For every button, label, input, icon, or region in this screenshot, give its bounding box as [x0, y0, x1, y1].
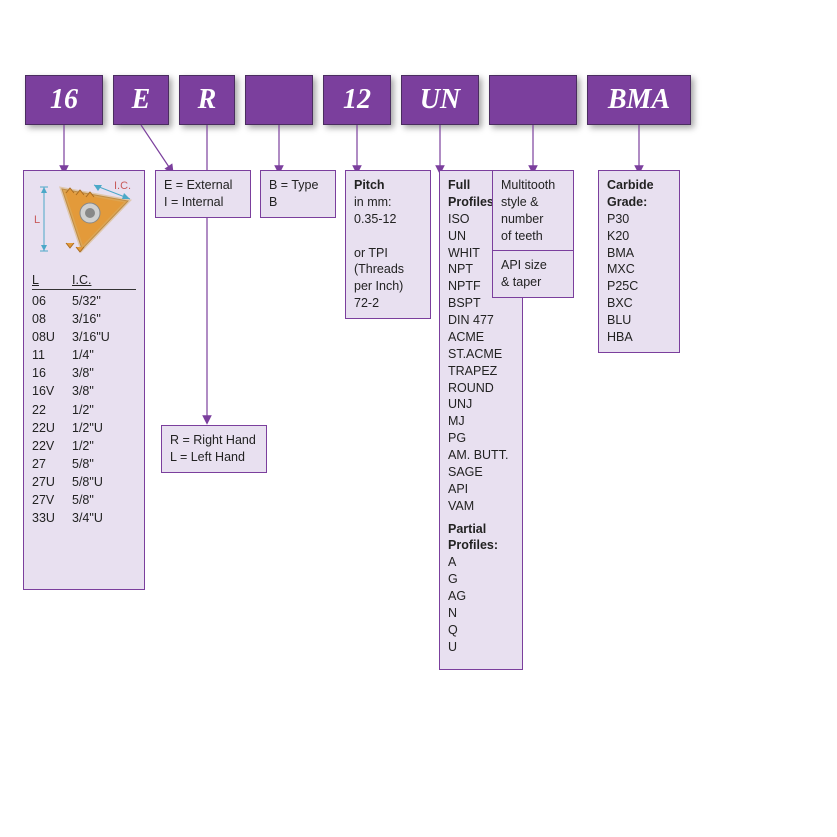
size-col-ic-header: I.C.	[72, 272, 124, 289]
header-label-1: E	[132, 84, 151, 116]
size-row: 16V3/8"	[32, 382, 136, 400]
insert-label-l: L	[34, 214, 40, 226]
size-row: 275/8"	[32, 455, 136, 473]
header-box-1: E	[113, 75, 169, 125]
header-label-0: 16	[50, 84, 78, 116]
insert-label-ic: I.C.	[114, 180, 131, 192]
insert-diagram: L I.C.	[32, 177, 138, 259]
header-box-6	[489, 75, 577, 125]
header-row: 16 E R 12 UN BMA	[25, 75, 815, 125]
external-internal-box: E = ExternalI = Internal	[155, 170, 251, 218]
size-row: 22V1/2"	[32, 437, 136, 455]
header-box-0: 16	[25, 75, 103, 125]
size-col-l-header: L	[32, 272, 72, 289]
arrow-layer	[25, 75, 825, 675]
grade-box: Carbide Grade:P30K20BMAMXCP25CBXCBLUHBA	[598, 170, 680, 353]
diagram-container: 16ER12UNBMA L	[25, 75, 815, 133]
header-box-5: UN	[401, 75, 479, 125]
multitooth-box: Multitoothstyle &numberof teeth	[492, 170, 574, 252]
header-label-5: UN	[420, 84, 460, 116]
header-box-3	[245, 75, 313, 125]
header-label-4: 12	[343, 84, 371, 116]
size-row: 08U3/16"U	[32, 328, 136, 346]
pitch-box: Pitchin mm:0.35-12 or TPI(Threadsper Inc…	[345, 170, 431, 319]
api-box: API size& taper	[492, 250, 574, 298]
size-row: 111/4"	[32, 346, 136, 364]
size-row: 221/2"	[32, 401, 136, 419]
header-box-8: BMA	[587, 75, 691, 125]
type-b-box: B = Type B	[260, 170, 336, 218]
size-row: 27U5/8"U	[32, 473, 136, 491]
header-box-2: R	[179, 75, 235, 125]
header-label-2: R	[198, 84, 217, 116]
header-label-8: BMA	[608, 84, 670, 116]
size-row: 065/32"	[32, 292, 136, 310]
size-row: 27V5/8"	[32, 491, 136, 509]
hand-box: R = Right HandL = Left Hand	[161, 425, 267, 473]
size-row: 33U3/4"U	[32, 509, 136, 527]
header-box-4: 12	[323, 75, 391, 125]
size-row: 163/8"	[32, 364, 136, 382]
size-table: L I.C. 065/32"083/16"08U3/16"U111/4"163/…	[32, 272, 136, 528]
size-box: L I.C. L I.C. 065/32"083/16"08U3/16"U111…	[23, 170, 145, 590]
size-row: 083/16"	[32, 310, 136, 328]
size-row: 22U1/2"U	[32, 419, 136, 437]
